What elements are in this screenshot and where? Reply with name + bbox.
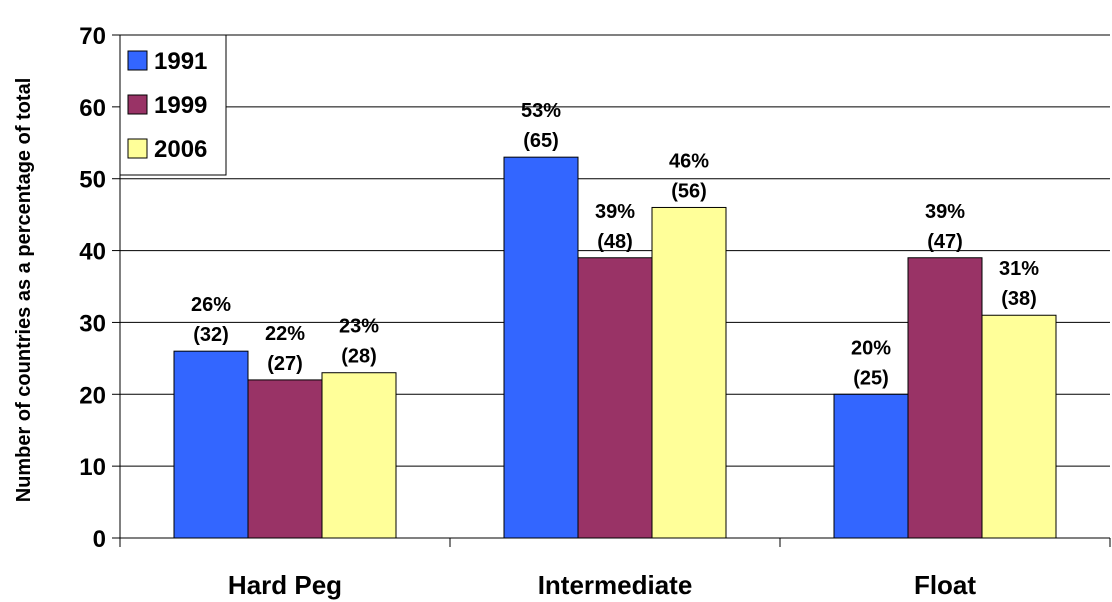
bar-2006-0 xyxy=(321,372,397,539)
data-label-percent: 39% xyxy=(925,201,965,223)
data-label-count: (32) xyxy=(193,324,229,346)
data-label-percent: 39% xyxy=(595,201,635,223)
bar-2006-1 xyxy=(651,206,727,539)
y-tick-label: 40 xyxy=(79,239,106,266)
data-label-percent: 22% xyxy=(265,323,305,345)
bar-1999-1 xyxy=(577,257,653,539)
data-label-count: (28) xyxy=(341,346,377,368)
data-label-percent: 31% xyxy=(999,258,1039,280)
data-label-percent: 53% xyxy=(521,100,561,122)
x-category-label: Float xyxy=(914,570,976,600)
data-label-count: (65) xyxy=(523,130,559,152)
bars xyxy=(173,156,1057,539)
x-category-label: Intermediate xyxy=(538,570,693,600)
bar-1991-2 xyxy=(833,393,909,539)
legend-label: 2006 xyxy=(154,136,207,163)
data-label-count: (47) xyxy=(927,231,963,253)
bar-2006-2 xyxy=(981,314,1057,539)
data-label-count: (27) xyxy=(267,353,303,375)
legend: 1991 1999 2006 xyxy=(119,34,227,176)
data-label-count: (56) xyxy=(671,180,707,202)
legend-label: 1991 xyxy=(154,48,207,75)
bar-1991-0 xyxy=(173,350,249,539)
data-label-count: (48) xyxy=(597,231,633,253)
legend-label: 1999 xyxy=(154,92,207,119)
y-axis-title: Number of countries as a percentage of t… xyxy=(13,78,35,503)
y-tick-label: 20 xyxy=(79,382,106,409)
bar-1991-1 xyxy=(503,156,579,539)
data-labels: 26% (32) 22% (27) 23% (28) 53% (65) 39% (48) 46% (5… xyxy=(191,100,1039,389)
legend-swatch-1999 xyxy=(127,94,148,115)
legend-swatch-1991 xyxy=(127,50,148,71)
data-label-percent: 46% xyxy=(669,150,709,172)
y-tick-label: 0 xyxy=(93,526,106,553)
x-category-label: Hard Peg xyxy=(228,570,342,600)
y-tick-label: 60 xyxy=(79,95,106,122)
data-label-count: (38) xyxy=(1001,288,1037,310)
y-tick-label: 10 xyxy=(79,454,106,481)
y-tick-label: 30 xyxy=(79,310,106,337)
data-label-count: (25) xyxy=(853,367,889,389)
bar-1999-2 xyxy=(907,257,983,539)
data-label-percent: 23% xyxy=(339,316,379,338)
y-tick-label: 50 xyxy=(79,167,106,194)
data-label-percent: 26% xyxy=(191,294,231,316)
legend-swatch-2006 xyxy=(127,138,148,159)
y-tick-label: 70 xyxy=(79,23,106,50)
bar-1999-0 xyxy=(247,379,323,539)
data-label-percent: 20% xyxy=(851,337,891,359)
